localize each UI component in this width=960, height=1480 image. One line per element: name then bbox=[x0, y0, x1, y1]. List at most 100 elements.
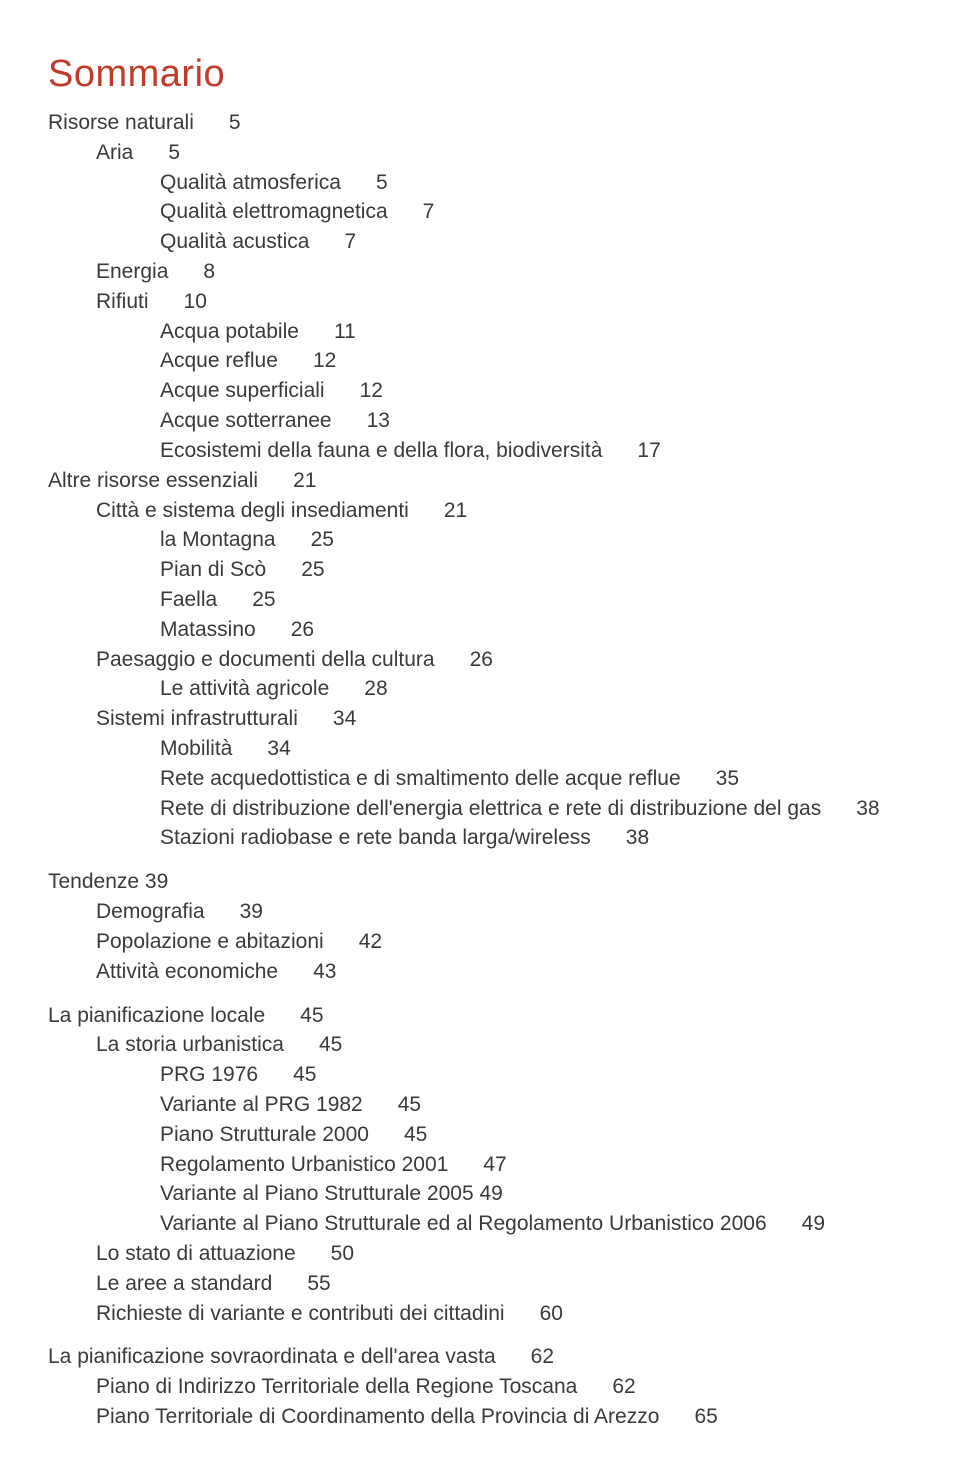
toc-entry-separator bbox=[577, 1375, 612, 1398]
toc-entry-separator bbox=[299, 320, 334, 343]
toc-entry-page: 5 bbox=[168, 141, 180, 164]
toc-entry-label: Matassino bbox=[160, 618, 256, 641]
toc-entry-label: Qualità elettromagnetica bbox=[160, 200, 388, 223]
toc-entry-page: 28 bbox=[364, 677, 387, 700]
toc-entry-page: 49 bbox=[480, 1182, 503, 1205]
toc-entry-label: Energia bbox=[96, 260, 168, 283]
toc-entry-separator bbox=[168, 260, 203, 283]
toc-entry-page: 17 bbox=[637, 439, 660, 462]
toc-entry-page: 25 bbox=[311, 528, 334, 551]
toc-entry-page: 50 bbox=[331, 1242, 354, 1265]
toc-entry-label: Sistemi infrastrutturali bbox=[96, 707, 298, 730]
toc-entry: Qualità atmosferica 5 bbox=[160, 168, 900, 198]
toc-entry-label: Rete acquedottistica e di smaltimento de… bbox=[160, 767, 681, 790]
toc-entry: Demografia 39 bbox=[96, 897, 900, 927]
toc-entry-page: 26 bbox=[470, 648, 493, 671]
toc-entry: Le attività agricole 28 bbox=[160, 674, 900, 704]
toc-entry: Paesaggio e documenti della cultura 26 bbox=[96, 645, 900, 675]
toc-entry-label: Variante al PRG 1982 bbox=[160, 1093, 363, 1116]
toc-entry: Piano Territoriale di Coordinamento dell… bbox=[96, 1402, 900, 1432]
toc-entry-separator bbox=[258, 1063, 293, 1086]
toc-entry-page: 25 bbox=[301, 558, 324, 581]
toc-entry-label: Demografia bbox=[96, 900, 205, 923]
toc-entry-label: Piano Strutturale 2000 bbox=[160, 1123, 369, 1146]
toc-entry: Acque sotterranee 13 bbox=[160, 406, 900, 436]
toc-entry-label: Pian di Scò bbox=[160, 558, 266, 581]
toc-entry: Piano Strutturale 2000 45 bbox=[160, 1120, 900, 1150]
toc-entry-separator bbox=[602, 439, 637, 462]
toc-entry: Le aree a standard 55 bbox=[96, 1269, 900, 1299]
toc-entry-label: Rete di distribuzione dell'energia elett… bbox=[160, 797, 821, 820]
toc-entry-label: Risorse naturali bbox=[48, 111, 194, 134]
toc-entry-separator bbox=[388, 200, 423, 223]
toc-entry: Risorse naturali 5 bbox=[48, 108, 900, 138]
toc-entry-page: 65 bbox=[694, 1405, 717, 1428]
toc-entry-page: 13 bbox=[367, 409, 390, 432]
toc-page: Sommario Risorse naturali 5Aria 5Qualità… bbox=[0, 0, 960, 1480]
toc-entry: Aria 5 bbox=[96, 138, 900, 168]
toc-entry-separator bbox=[256, 618, 291, 641]
toc-entry: Piano di Indirizzo Territoriale della Re… bbox=[96, 1372, 900, 1402]
toc-entry-page: 12 bbox=[313, 349, 336, 372]
toc-entry-label: Altre risorse essenziali bbox=[48, 469, 258, 492]
toc-entry-separator bbox=[369, 1123, 404, 1146]
toc-entry-label: Variante al Piano Strutturale ed al Rego… bbox=[160, 1212, 767, 1235]
toc-entry-page: 35 bbox=[716, 767, 739, 790]
toc-entry-separator bbox=[409, 499, 444, 522]
toc-entry-label: Stazioni radiobase e rete banda larga/wi… bbox=[160, 826, 591, 849]
toc-entry: Acque reflue 12 bbox=[160, 346, 900, 376]
toc-entry: Stazioni radiobase e rete banda larga/wi… bbox=[160, 823, 900, 853]
toc-entry-page: 8 bbox=[203, 260, 215, 283]
toc-entry-separator bbox=[276, 528, 311, 551]
toc-entry-separator bbox=[329, 677, 364, 700]
toc-entry: Popolazione e abitazioni 42 bbox=[96, 927, 900, 957]
toc-entry-label: Piano Territoriale di Coordinamento dell… bbox=[96, 1405, 659, 1428]
toc-entry: Città e sistema degli insediamenti 21 bbox=[96, 496, 900, 526]
toc-entry-page: 26 bbox=[291, 618, 314, 641]
toc-entry-page: 45 bbox=[319, 1033, 342, 1056]
toc-entry-separator bbox=[296, 1242, 331, 1265]
toc-entry: Rete di distribuzione dell'energia elett… bbox=[160, 794, 900, 824]
toc-entry-separator bbox=[205, 900, 240, 923]
toc-entry: La pianificazione sovraordinata e dell'a… bbox=[48, 1342, 900, 1372]
toc-entry-separator bbox=[659, 1405, 694, 1428]
toc-entry-page: 55 bbox=[307, 1272, 330, 1295]
toc-entry-separator bbox=[332, 409, 367, 432]
toc-entry-label: La pianificazione sovraordinata e dell'a… bbox=[48, 1345, 496, 1368]
toc-entry-label: Qualità atmosferica bbox=[160, 171, 341, 194]
toc-entry-separator bbox=[217, 588, 252, 611]
toc-entry-separator bbox=[298, 707, 333, 730]
toc-entry: Regolamento Urbanistico 2001 47 bbox=[160, 1150, 900, 1180]
toc-entry-label: Lo stato di attuazione bbox=[96, 1242, 296, 1265]
toc-entry: Rifiuti 10 bbox=[96, 287, 900, 317]
toc-entry-page: 60 bbox=[540, 1302, 563, 1325]
toc-entry: Mobilità 34 bbox=[160, 734, 900, 764]
toc-entry-page: 62 bbox=[612, 1375, 635, 1398]
toc-entry-page: 45 bbox=[300, 1004, 323, 1027]
toc-entry-separator bbox=[266, 558, 301, 581]
toc-entry-page: 45 bbox=[404, 1123, 427, 1146]
toc-entry-separator bbox=[133, 141, 168, 164]
toc-entry: Acqua potabile 11 bbox=[160, 317, 900, 347]
toc-entry-page: 5 bbox=[229, 111, 241, 134]
toc-entry-separator bbox=[505, 1302, 540, 1325]
toc-entry-separator bbox=[284, 1033, 319, 1056]
toc-entry-separator bbox=[232, 737, 267, 760]
toc-entry-separator bbox=[272, 1272, 307, 1295]
toc-entry-page: 43 bbox=[313, 960, 336, 983]
toc-entry-separator bbox=[325, 379, 360, 402]
toc-entry-label: Richieste di variante e contributi dei c… bbox=[96, 1302, 505, 1325]
toc-entry-separator bbox=[363, 1093, 398, 1116]
toc-entry-label: PRG 1976 bbox=[160, 1063, 258, 1086]
toc-entry-page: 45 bbox=[293, 1063, 316, 1086]
toc-entry-label: La storia urbanistica bbox=[96, 1033, 284, 1056]
toc-entry-label: Ecosistemi della fauna e della flora, bi… bbox=[160, 439, 602, 462]
page-title: Sommario bbox=[48, 48, 900, 102]
toc-entry-separator bbox=[591, 826, 626, 849]
toc-entry-page: 62 bbox=[531, 1345, 554, 1368]
toc-entry: Pian di Scò 25 bbox=[160, 555, 900, 585]
toc-entry-label: Acqua potabile bbox=[160, 320, 299, 343]
toc-entry-label: Aria bbox=[96, 141, 133, 164]
toc-entry-page: 42 bbox=[359, 930, 382, 953]
toc-entry-label: Rifiuti bbox=[96, 290, 149, 313]
